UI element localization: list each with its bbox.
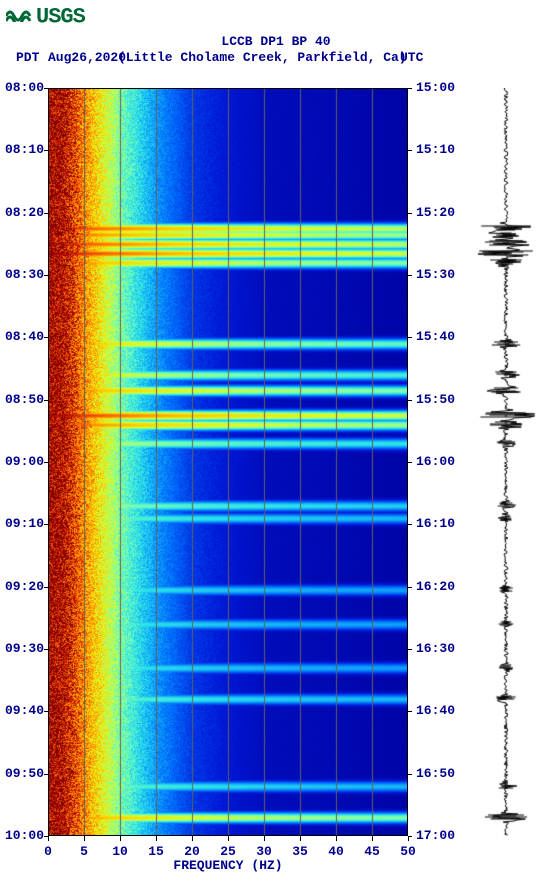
ytick-left: 08:50: [5, 392, 44, 407]
xtick: 15: [148, 844, 164, 859]
ytick-left: 09:10: [5, 516, 44, 531]
seismogram-plot: [470, 88, 542, 836]
ytick-left: 08:40: [5, 329, 44, 344]
ytick-left: 08:20: [5, 205, 44, 220]
usgs-logo-text: USGS: [36, 4, 85, 29]
xtick: 45: [364, 844, 380, 859]
spectrogram-plot: [48, 88, 408, 836]
y-axis-left: 08:0008:1008:2008:3008:4008:5009:0009:10…: [2, 88, 46, 836]
ytick-right: 15:00: [416, 80, 455, 95]
xtick: 5: [80, 844, 88, 859]
ytick-right: 16:10: [416, 516, 455, 531]
ytick-left: 09:20: [5, 579, 44, 594]
usgs-wave-icon: [6, 4, 32, 29]
ytick-right: 15:40: [416, 329, 455, 344]
tz-right-label: UTC: [400, 50, 423, 65]
date-label: Aug26,2020: [48, 50, 126, 65]
ytick-right: 17:00: [416, 828, 455, 843]
xtick: 50: [400, 844, 416, 859]
x-axis-label: FREQUENCY (HZ): [48, 858, 408, 873]
ytick-left: 10:00: [5, 828, 44, 843]
ytick-left: 09:50: [5, 766, 44, 781]
ytick-right: 15:50: [416, 392, 455, 407]
tz-left-label: PDT: [16, 50, 39, 65]
ytick-left: 09:30: [5, 641, 44, 656]
ytick-left: 08:30: [5, 267, 44, 282]
ytick-right: 16:20: [416, 579, 455, 594]
chart-title: LCCB DP1 BP 40: [0, 34, 552, 49]
ytick-right: 15:10: [416, 142, 455, 157]
ytick-right: 15:20: [416, 205, 455, 220]
xtick: 20: [184, 844, 200, 859]
ytick-left: 08:10: [5, 142, 44, 157]
station-label: (Little Cholame Creek, Parkfield, Ca): [118, 50, 407, 65]
usgs-logo: USGS: [6, 4, 85, 29]
ytick-right: 15:30: [416, 267, 455, 282]
ytick-left: 09:00: [5, 454, 44, 469]
page-root: USGS LCCB DP1 BP 40 PDT Aug26,2020 (Litt…: [0, 0, 552, 892]
seismogram-canvas: [470, 88, 542, 836]
y-axis-right: 15:0015:1015:2015:3015:4015:5016:0016:10…: [414, 88, 458, 836]
xtick: 35: [292, 844, 308, 859]
xtick: 0: [44, 844, 52, 859]
xtick: 30: [256, 844, 272, 859]
ytick-right: 16:30: [416, 641, 455, 656]
xtick: 10: [112, 844, 128, 859]
ytick-left: 08:00: [5, 80, 44, 95]
xtick: 25: [220, 844, 236, 859]
ytick-right: 16:40: [416, 703, 455, 718]
plot-border: [48, 88, 408, 836]
ytick-left: 09:40: [5, 703, 44, 718]
xtick: 40: [328, 844, 344, 859]
ytick-right: 16:50: [416, 766, 455, 781]
ytick-right: 16:00: [416, 454, 455, 469]
